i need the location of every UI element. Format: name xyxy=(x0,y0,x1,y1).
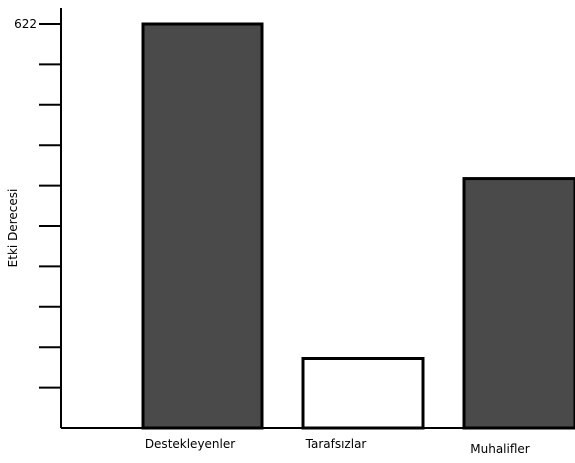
x-category-label: Tarafsızlar xyxy=(305,437,367,451)
y-ticks-group: 622 xyxy=(14,17,61,389)
x-category-label: Destekleyenler xyxy=(145,437,235,451)
bar-tarafsızlar xyxy=(301,357,425,430)
bar-muhalifler xyxy=(462,177,575,430)
y-tick-label: 622 xyxy=(14,17,37,31)
bar-destekleyenler xyxy=(141,22,264,430)
x-category-label: Muhalifler xyxy=(470,442,530,456)
category-labels-group: Destekleyenler Tarafsızlar Muhalifler xyxy=(145,437,530,456)
y-axis-label: Etki Derecesi xyxy=(6,189,20,268)
bars-group xyxy=(141,22,575,430)
